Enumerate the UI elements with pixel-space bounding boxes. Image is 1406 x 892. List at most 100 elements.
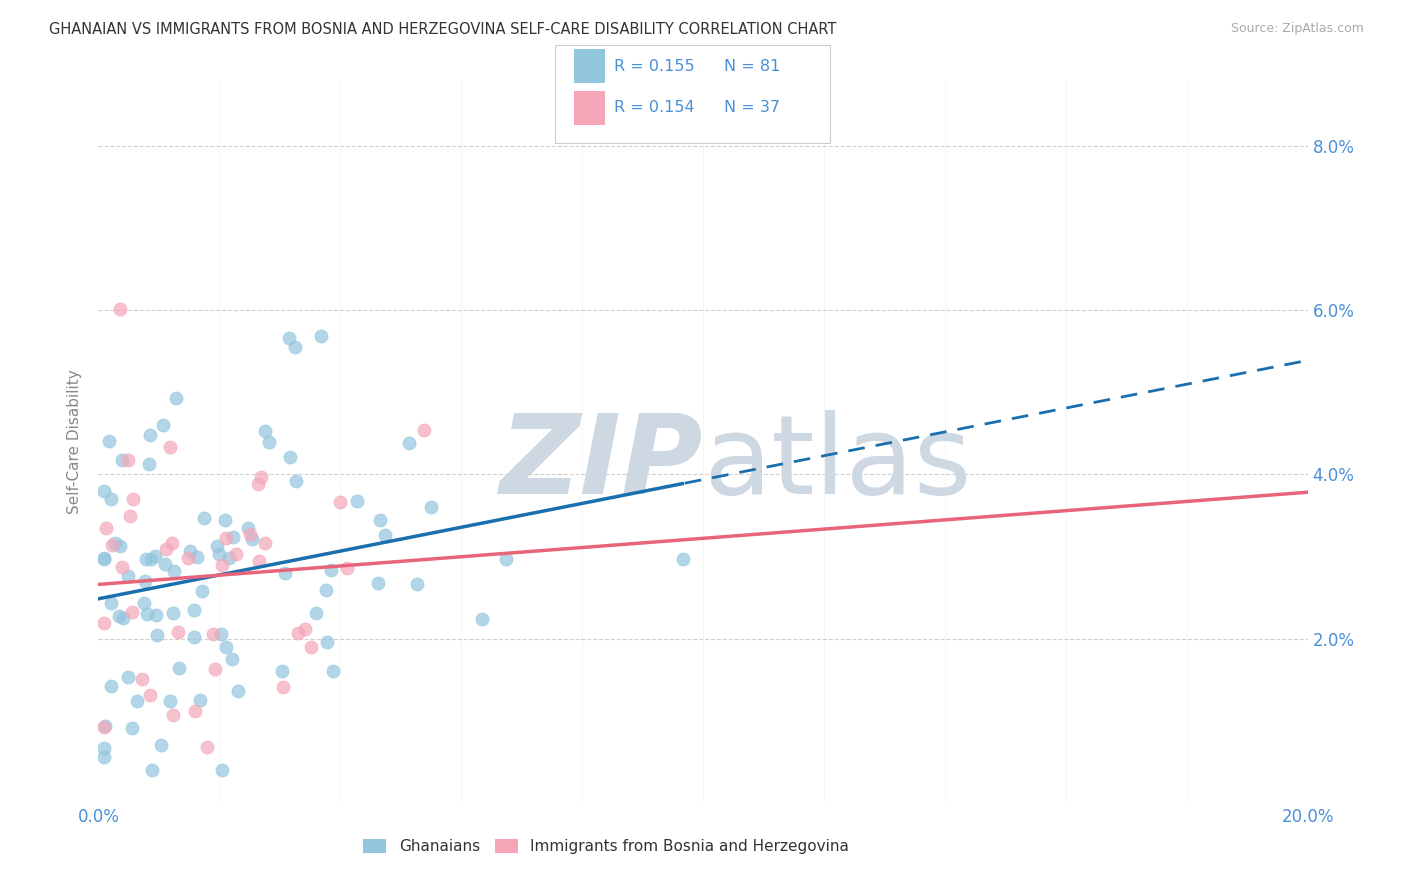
Point bbox=[284, 340, 307, 354]
Point bbox=[138, 457, 160, 471]
Point bbox=[98, 434, 121, 448]
Point bbox=[117, 670, 139, 684]
Point bbox=[121, 605, 143, 619]
Text: N = 37: N = 37 bbox=[724, 101, 780, 115]
Point bbox=[287, 625, 309, 640]
Point bbox=[240, 532, 263, 546]
Point bbox=[226, 683, 249, 698]
Legend: Ghanaians, Immigrants from Bosnia and Herzegovina: Ghanaians, Immigrants from Bosnia and He… bbox=[357, 833, 855, 860]
Point bbox=[160, 536, 183, 550]
Point bbox=[495, 552, 517, 566]
Point bbox=[149, 738, 172, 752]
Point bbox=[141, 763, 163, 777]
Point bbox=[103, 535, 125, 549]
Point bbox=[247, 476, 270, 491]
Point bbox=[316, 635, 339, 649]
Point bbox=[167, 624, 190, 639]
Point bbox=[329, 494, 352, 508]
Point bbox=[143, 549, 166, 563]
Point bbox=[346, 494, 368, 508]
Point bbox=[271, 680, 294, 694]
Point bbox=[111, 560, 134, 574]
Point bbox=[111, 453, 134, 467]
Point bbox=[146, 628, 169, 642]
Point bbox=[108, 301, 131, 316]
Point bbox=[201, 627, 224, 641]
Point bbox=[125, 694, 148, 708]
Point bbox=[121, 721, 143, 735]
Point bbox=[335, 561, 357, 575]
Point bbox=[218, 551, 240, 566]
Point bbox=[253, 536, 276, 550]
Point bbox=[112, 611, 135, 625]
Text: atlas: atlas bbox=[703, 409, 972, 516]
Point bbox=[139, 551, 162, 566]
Point bbox=[159, 440, 181, 454]
Point bbox=[155, 542, 177, 557]
Point bbox=[671, 551, 693, 566]
Point bbox=[215, 640, 238, 655]
Point bbox=[315, 582, 337, 597]
Point bbox=[93, 484, 115, 499]
Point bbox=[309, 329, 332, 343]
Point bbox=[239, 527, 262, 541]
Point bbox=[135, 551, 157, 566]
Text: ZIP: ZIP bbox=[499, 409, 703, 516]
Point bbox=[188, 692, 211, 706]
Point bbox=[93, 740, 115, 755]
Text: Source: ZipAtlas.com: Source: ZipAtlas.com bbox=[1230, 22, 1364, 36]
Text: R = 0.155: R = 0.155 bbox=[614, 59, 695, 73]
Point bbox=[211, 763, 233, 777]
Point bbox=[222, 529, 245, 543]
Point bbox=[183, 630, 205, 644]
Point bbox=[145, 608, 167, 623]
Point bbox=[195, 739, 218, 754]
Point bbox=[193, 511, 215, 525]
Point bbox=[305, 606, 328, 620]
Point bbox=[138, 427, 160, 442]
Point bbox=[319, 563, 342, 577]
Point bbox=[117, 453, 139, 467]
Point bbox=[94, 521, 117, 535]
Point bbox=[93, 615, 115, 630]
Point bbox=[299, 640, 322, 654]
Point bbox=[101, 539, 124, 553]
Point bbox=[277, 331, 299, 345]
Point bbox=[93, 721, 115, 735]
Point bbox=[183, 603, 205, 617]
Point bbox=[204, 662, 226, 676]
Point bbox=[398, 436, 420, 450]
Point bbox=[405, 577, 427, 591]
Point bbox=[110, 539, 132, 553]
Point bbox=[169, 660, 191, 674]
Point bbox=[177, 551, 200, 566]
Point bbox=[163, 564, 186, 578]
Point bbox=[153, 558, 176, 572]
Point bbox=[152, 418, 174, 433]
Point bbox=[93, 550, 115, 565]
Point bbox=[205, 539, 228, 553]
Point bbox=[159, 694, 181, 708]
Point bbox=[214, 513, 236, 527]
Point bbox=[162, 606, 184, 620]
Point bbox=[135, 607, 157, 621]
Point bbox=[184, 704, 207, 718]
Point bbox=[419, 500, 441, 514]
Point bbox=[285, 474, 308, 488]
Point bbox=[413, 424, 436, 438]
Point bbox=[225, 548, 247, 562]
Point bbox=[93, 750, 115, 764]
Point bbox=[322, 664, 344, 678]
Point bbox=[471, 612, 494, 626]
Point bbox=[120, 508, 142, 523]
Y-axis label: Self-Care Disability: Self-Care Disability bbox=[67, 369, 83, 514]
Point bbox=[254, 424, 277, 438]
Point bbox=[374, 528, 396, 542]
Point bbox=[208, 547, 231, 561]
Point bbox=[179, 544, 201, 558]
Point bbox=[236, 520, 259, 534]
Point bbox=[274, 566, 297, 581]
Point bbox=[117, 569, 139, 583]
Point bbox=[100, 596, 122, 610]
Point bbox=[122, 492, 145, 507]
